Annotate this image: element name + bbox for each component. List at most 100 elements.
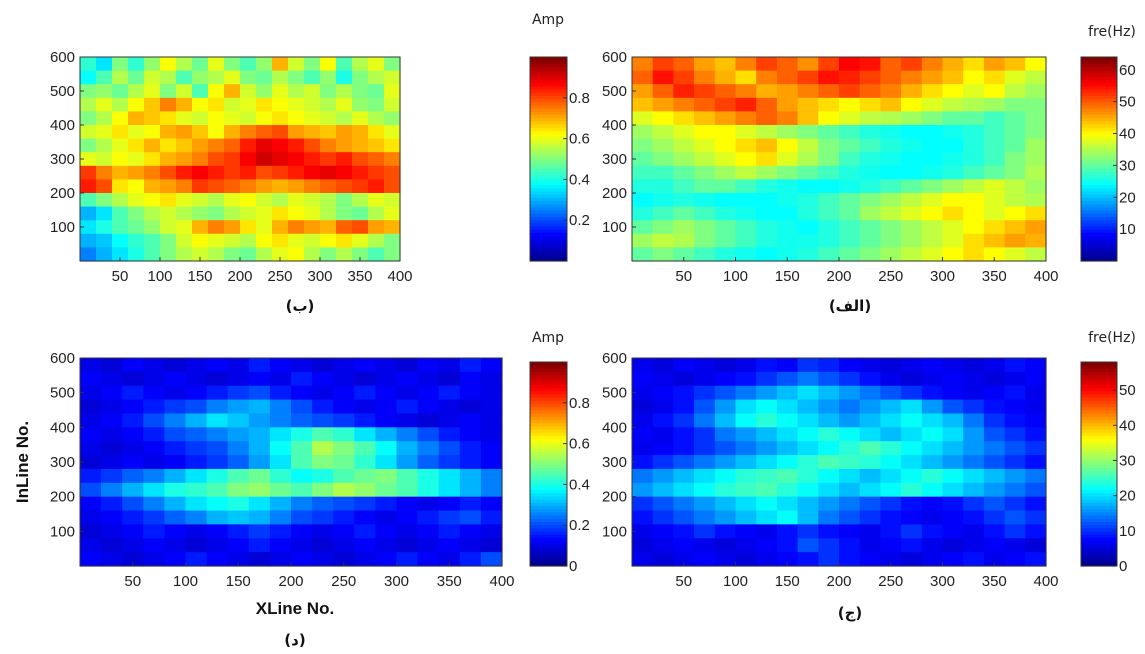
- heatmap-cell: [942, 179, 964, 194]
- heatmap-cell: [735, 206, 757, 221]
- heatmap-cell: [368, 247, 385, 262]
- heatmap-cell: [818, 84, 840, 99]
- heatmap-cell: [921, 138, 944, 153]
- heatmap-cell: [438, 468, 461, 484]
- heatmap-cell: [1025, 371, 1047, 387]
- colorbar-segment: [530, 143, 567, 147]
- heatmap-cell: [1004, 524, 1026, 539]
- heatmap-cell: [983, 220, 1006, 235]
- heatmap-cell: [880, 427, 902, 442]
- heatmap-cell: [143, 371, 165, 387]
- heatmap-cell: [901, 179, 923, 194]
- heatmap-cell: [176, 247, 193, 262]
- colorbar-segment: [1081, 184, 1117, 189]
- heatmap-cell: [921, 152, 944, 167]
- heatmap-cell: [384, 233, 401, 248]
- heatmap-cell: [942, 220, 964, 235]
- x-tick-label: 300: [384, 573, 409, 590]
- heatmap-cell: [694, 152, 716, 167]
- heatmap-cell: [185, 455, 208, 470]
- heatmap-cell: [375, 358, 398, 373]
- heatmap-cell: [652, 496, 674, 512]
- heatmap-cell: [396, 399, 419, 415]
- heatmap-cell: [818, 125, 840, 140]
- heatmap-cell: [1025, 468, 1047, 484]
- heatmap-cell: [438, 413, 461, 428]
- heatmap-cell: [797, 510, 819, 525]
- heatmap-cell: [176, 70, 193, 85]
- heatmap-cell: [112, 220, 129, 235]
- heatmap-cell: [368, 125, 385, 140]
- x-tick-label: 50: [675, 268, 692, 285]
- heatmap-cell: [839, 510, 861, 525]
- heatmap-cell: [240, 220, 257, 235]
- heatmap-cell: [818, 510, 840, 525]
- colorbar-segment: [1081, 422, 1117, 427]
- heatmap-cell: [776, 97, 799, 112]
- heatmap-cell: [375, 413, 398, 428]
- colorbar-segment: [530, 111, 567, 115]
- heatmap-cell: [206, 371, 229, 387]
- heatmap-cell: [963, 247, 985, 262]
- colorbar-segment: [530, 117, 567, 122]
- heatmap-cell: [417, 441, 440, 456]
- heatmap-cell: [963, 57, 985, 72]
- heatmap-cell: [901, 57, 923, 72]
- heatmap-cell: [354, 468, 376, 484]
- heatmap-cell: [652, 371, 674, 387]
- colorbar-segment: [1081, 479, 1117, 484]
- heatmap-cell: [963, 524, 985, 539]
- colorbar-segment: [1081, 149, 1117, 154]
- colorbar-segment: [1081, 88, 1117, 93]
- heatmap-cell: [818, 455, 840, 470]
- heatmap-cell: [694, 70, 716, 85]
- colorbar-segment: [1081, 515, 1117, 519]
- heatmap-cell: [921, 413, 944, 428]
- heatmap-cell: [735, 496, 757, 512]
- heatmap-cell: [143, 524, 165, 539]
- heatmap-cell: [224, 233, 241, 248]
- colorbar-tick-label: 0.2: [569, 517, 590, 534]
- colorbar-segment: [530, 69, 567, 74]
- heatmap-cell: [192, 193, 209, 208]
- heatmap-cell: [880, 57, 902, 72]
- colorbar-segment: [1081, 530, 1117, 535]
- colorbar-segment: [1081, 381, 1117, 385]
- heatmap-cell: [312, 496, 334, 512]
- colorbar-segment: [530, 438, 567, 443]
- heatmap-cell: [143, 468, 165, 484]
- heatmap-cell: [735, 233, 757, 248]
- heatmap-cell: [632, 482, 654, 498]
- heatmap-cell: [112, 57, 129, 72]
- heatmap-cell: [652, 206, 674, 221]
- colorbar-segment: [1081, 257, 1117, 262]
- x-tick-label: 200: [826, 268, 851, 285]
- heatmap-cell: [112, 84, 129, 99]
- heatmap-cell: [652, 524, 674, 539]
- colorbar-segment: [1081, 441, 1117, 446]
- heatmap-cell: [112, 125, 129, 140]
- heatmap-cell: [839, 413, 861, 428]
- heatmap-cell: [206, 552, 229, 567]
- heatmap-cell: [942, 496, 964, 512]
- colorbar-segment: [1081, 448, 1117, 452]
- heatmap-cell: [776, 179, 799, 194]
- heatmap-cell: [818, 152, 840, 167]
- colorbar-segment: [1081, 464, 1117, 468]
- colorbar-segment: [530, 543, 567, 548]
- heatmap-cell: [901, 524, 923, 539]
- heatmap-cell: [396, 455, 419, 470]
- heatmap-cell: [652, 57, 674, 72]
- colorbar-segment: [1081, 505, 1117, 510]
- heatmap-cell: [143, 385, 165, 401]
- heatmap-cell: [942, 206, 964, 221]
- heatmap-cell: [921, 165, 944, 180]
- heatmap-cell: [983, 57, 1006, 72]
- colorbar-segment: [1081, 556, 1117, 561]
- heatmap-cell: [417, 358, 440, 373]
- heatmap-cell: [459, 510, 482, 525]
- colorbar-segment: [530, 556, 567, 561]
- heatmap-cell: [185, 441, 208, 456]
- heatmap-cell: [942, 552, 964, 567]
- heatmap-panel-freq-bottom: fre(Hz) (ج) 50 100 150 200 250 300 350 40010020…: [602, 330, 1136, 622]
